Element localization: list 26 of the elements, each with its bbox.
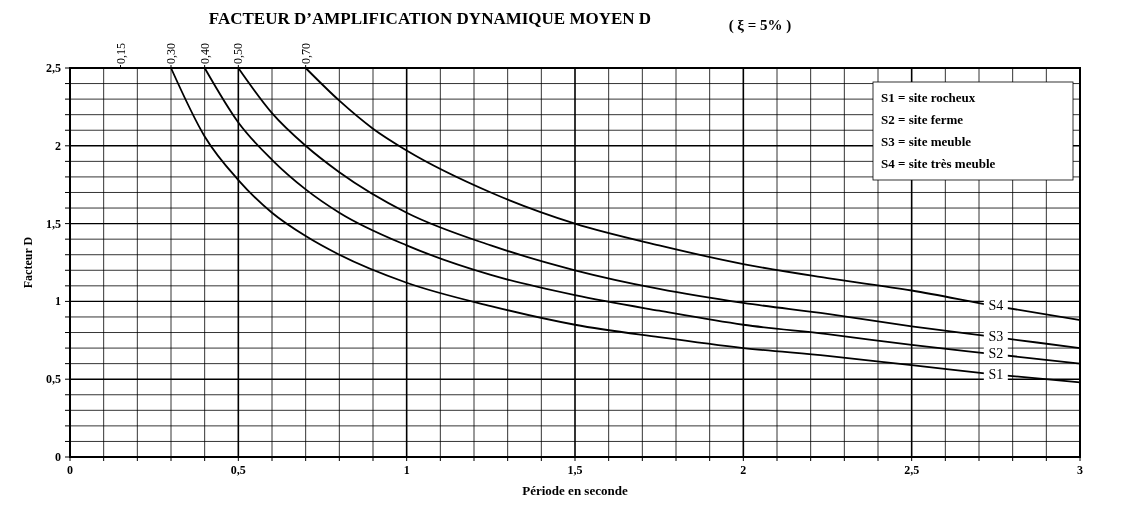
x2-tick-label: 0,30 — [164, 43, 178, 64]
annotation: S3 = site meuble — [881, 134, 972, 149]
x-tick-label: 0,5 — [230, 463, 246, 477]
y-axis-title: Facteur D — [21, 236, 35, 289]
y-tick-label: 0,5 — [46, 372, 61, 387]
chart-subtitle: ( ξ = 5% ) — [728, 17, 792, 34]
x-axis-title: Période en seconde — [522, 483, 628, 498]
x-tick-label: 2,5 — [904, 463, 920, 477]
y-tick-label: 1 — [55, 294, 61, 309]
annotation: S1 = site rocheux — [881, 90, 976, 105]
y-tick-label: 1,5 — [46, 216, 61, 231]
x-tick-label: 1,5 — [567, 463, 583, 477]
y-tick-label: 2 — [55, 138, 61, 153]
x-tick-label: 0 — [67, 463, 73, 477]
y-tick-label: 2,5 — [46, 61, 61, 75]
x2-tick-label: 0,40 — [197, 43, 212, 64]
chart-title: FACTEUR D’AMPLIFICATION DYNAMIQUE MOYEN D — [208, 9, 652, 28]
x2-tick-label: 0,50 — [231, 43, 246, 64]
x2-tick-label: 0,15 — [113, 43, 128, 64]
x-tick-label: 3 — [1077, 463, 1083, 477]
x-tick-label: 1 — [403, 463, 410, 477]
annotation: S4 = site très meuble — [881, 156, 996, 171]
y-tick-label: 0 — [55, 450, 61, 464]
x2-tick-label: 0,70 — [298, 43, 313, 64]
x-tick-label: 2 — [740, 463, 747, 477]
annotation: S2 = site ferme — [881, 112, 964, 127]
